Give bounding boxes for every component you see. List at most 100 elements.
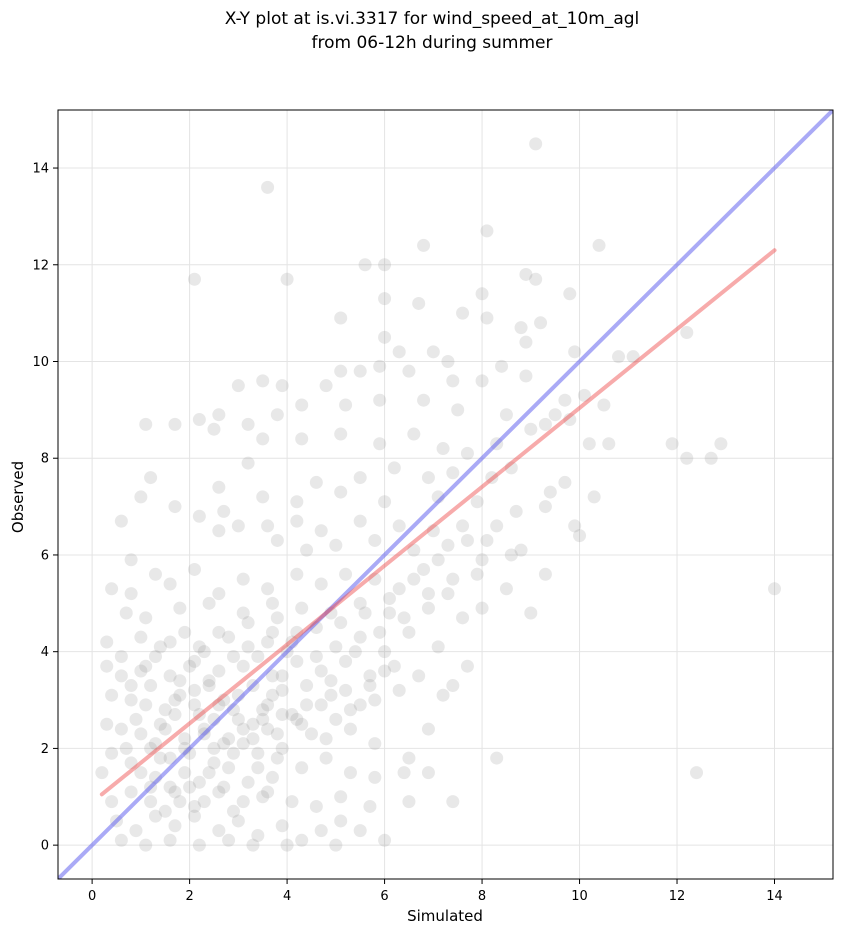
x-axis-label: Simulated [407, 907, 483, 925]
data-point [256, 432, 270, 446]
y-tick-label: 0 [41, 839, 49, 854]
data-point [353, 698, 367, 712]
data-point [412, 296, 426, 310]
data-point [290, 654, 304, 668]
data-point [524, 606, 538, 620]
data-point [534, 316, 548, 330]
data-point [207, 741, 221, 755]
data-point [358, 258, 372, 272]
chart-title: X-Y plot at is.vi.3317 for wind_speed_at… [225, 9, 640, 53]
data-point [378, 664, 392, 678]
data-point [446, 572, 460, 586]
data-point [417, 393, 431, 407]
data-point [314, 824, 328, 838]
data-point [431, 553, 445, 567]
data-point [446, 679, 460, 693]
data-point [236, 722, 250, 736]
y-tick-label: 6 [41, 548, 49, 563]
data-point [202, 674, 216, 688]
data-point [295, 761, 309, 775]
data-point [402, 364, 416, 378]
data-point [519, 369, 533, 383]
data-point [353, 596, 367, 610]
data-point [192, 775, 206, 789]
data-point [680, 325, 694, 339]
data-point [178, 766, 192, 780]
data-point [368, 737, 382, 751]
data-point [343, 766, 357, 780]
data-point [105, 795, 119, 809]
data-point [105, 746, 119, 760]
data-point [144, 471, 158, 485]
data-point [524, 422, 538, 436]
data-point [148, 809, 162, 823]
data-point [265, 669, 279, 683]
data-point [568, 345, 582, 359]
data-point [460, 446, 474, 460]
y-tick-label: 2 [41, 742, 49, 757]
data-point [158, 722, 172, 736]
data-point [329, 838, 343, 852]
data-point [192, 640, 206, 654]
data-point [441, 587, 455, 601]
data-point [124, 756, 138, 770]
data-point [270, 727, 284, 741]
data-point [436, 688, 450, 702]
data-point [334, 427, 348, 441]
data-point [309, 650, 323, 664]
data-point [231, 379, 245, 393]
data-point [290, 495, 304, 509]
data-point [275, 683, 289, 697]
data-point [275, 741, 289, 755]
data-point [256, 712, 270, 726]
y-tick-label: 8 [41, 452, 49, 467]
data-point [168, 693, 182, 707]
data-point [407, 543, 421, 557]
data-point [314, 524, 328, 538]
data-point [446, 466, 460, 480]
data-point [290, 712, 304, 726]
data-point [212, 785, 226, 799]
x-tick-label: 0 [88, 889, 96, 904]
data-points [95, 137, 782, 852]
data-point [626, 350, 640, 364]
data-point [499, 582, 513, 596]
data-point [105, 582, 119, 596]
data-point [275, 819, 289, 833]
data-point [334, 790, 348, 804]
data-point [339, 398, 353, 412]
data-point [368, 572, 382, 586]
data-point [324, 674, 338, 688]
data-point [509, 504, 523, 518]
data-point [212, 824, 226, 838]
data-point [202, 596, 216, 610]
data-point [368, 770, 382, 784]
data-point [144, 679, 158, 693]
data-point [612, 350, 626, 364]
data-point [173, 795, 187, 809]
data-point [480, 311, 494, 325]
data-point [290, 625, 304, 639]
data-point [690, 766, 704, 780]
x-tick-label: 12 [669, 889, 686, 904]
data-point [304, 727, 318, 741]
data-point [261, 698, 275, 712]
data-point [222, 761, 236, 775]
data-point [114, 650, 128, 664]
data-point [270, 751, 284, 765]
data-point [261, 722, 275, 736]
data-point [417, 562, 431, 576]
data-point [373, 625, 387, 639]
data-point [339, 654, 353, 668]
data-point [226, 746, 240, 760]
data-point [397, 611, 411, 625]
data-point [129, 712, 143, 726]
y-tick-label: 4 [41, 645, 49, 660]
data-point [158, 703, 172, 717]
data-point [319, 379, 333, 393]
data-point [436, 442, 450, 456]
data-point [275, 379, 289, 393]
data-point [392, 345, 406, 359]
data-point [134, 664, 148, 678]
data-point [148, 567, 162, 581]
